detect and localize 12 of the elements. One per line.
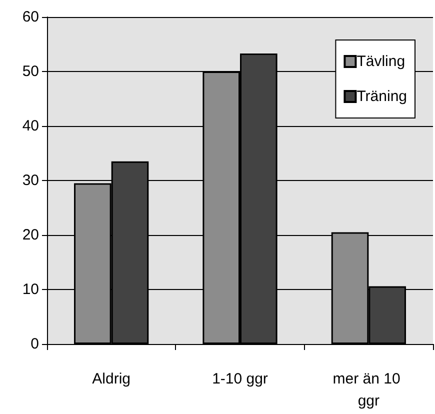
y-tick-label: 40	[22, 118, 39, 134]
y-tick-label: 20	[22, 226, 39, 244]
x-tick-label: Aldrig	[92, 370, 131, 388]
legend-label: Träning	[356, 88, 408, 105]
y-tick-label: 10	[22, 281, 39, 298]
y-tick-label: 0	[30, 336, 39, 352]
y-tick-label: 60	[22, 8, 39, 26]
y-tick-label: 30	[22, 172, 39, 189]
legend-label: Tävling	[356, 53, 406, 70]
y-tick-label: 50	[22, 63, 39, 80]
x-tick-label: 1-10 ggr	[212, 370, 268, 388]
x-tick-label: mer än 10 ggr	[332, 370, 405, 410]
